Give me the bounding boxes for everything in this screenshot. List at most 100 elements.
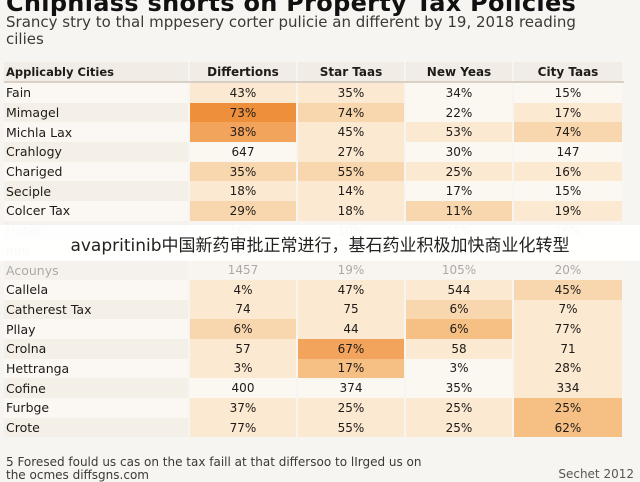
city-name-cell: Callela xyxy=(4,279,190,300)
value-cell: 647 xyxy=(190,142,298,162)
table-row: Chariged 35% 55% 25% 16% xyxy=(4,161,624,182)
value-cell: 20% xyxy=(514,260,622,280)
table-row: Seciple 18% 14% 17% 15% xyxy=(4,181,624,202)
table-row: Colcer Tax 29% 18% 11% 19% xyxy=(4,201,624,221)
value-cell: 57 xyxy=(190,338,298,359)
overlay-banner[interactable]: avapritinib中国新药审批正常进行，基石药业积极加快商业化转型 xyxy=(0,225,640,261)
value-cell: 22% xyxy=(406,102,514,123)
city-name-cell: Fain xyxy=(4,83,190,103)
value-cell: 7% xyxy=(514,299,622,320)
value-cell: 25% xyxy=(298,398,406,418)
value-cell: 6% xyxy=(190,319,298,339)
city-name-cell: Hettranga xyxy=(4,358,190,379)
value-cell: 14% xyxy=(298,181,406,202)
value-cell: 18% xyxy=(190,181,298,202)
value-cell: 25% xyxy=(406,417,514,438)
table-row: Cofine 400 374 35% 334 xyxy=(4,378,624,398)
table-row: Furbge 37% 25% 25% 25% xyxy=(4,398,624,418)
value-cell: 400 xyxy=(190,378,298,398)
value-cell: 44 xyxy=(298,319,406,339)
city-name-cell: Furbge xyxy=(4,398,190,418)
value-cell: 38% xyxy=(190,122,298,143)
value-cell: 35% xyxy=(406,378,514,398)
header-star-taas: Star Taas xyxy=(298,62,406,81)
value-cell: 147 xyxy=(514,142,622,162)
table-row: Mimagel 73% 74% 22% 17% xyxy=(4,102,624,123)
header-city-taas: City Taas xyxy=(514,62,622,81)
table-row: Crolna 57 67% 58 71 xyxy=(4,338,624,359)
page-title: Chiphlass shorts on Property Tax Policie… xyxy=(6,0,577,17)
value-cell: 25% xyxy=(406,398,514,418)
city-name-cell: Mimagel xyxy=(4,102,190,123)
value-cell: 15% xyxy=(514,83,622,103)
header-divider xyxy=(4,81,624,83)
value-cell: 43% xyxy=(190,83,298,103)
city-name-cell: Crote xyxy=(4,417,190,438)
page-subtitle: Srancy stry to thal mppesery corter puli… xyxy=(6,13,576,48)
value-cell: 53% xyxy=(406,122,514,143)
value-cell: 77% xyxy=(190,417,298,438)
value-cell: 3% xyxy=(190,358,298,379)
city-name-cell: Seciple xyxy=(4,181,190,202)
table-header-row: Applicably Cities Differtions Star Taas … xyxy=(4,62,624,81)
value-cell: 62% xyxy=(514,417,622,438)
value-cell: 17% xyxy=(298,358,406,379)
value-cell: 55% xyxy=(298,417,406,438)
value-cell: 29% xyxy=(190,201,298,221)
tax-policy-table: Applicably Cities Differtions Star Taas … xyxy=(4,62,624,438)
value-cell: 17% xyxy=(514,102,622,123)
value-cell: 55% xyxy=(298,161,406,182)
value-cell: 3% xyxy=(406,358,514,379)
value-cell: 71 xyxy=(514,338,622,359)
header-new-yeas: New Yeas xyxy=(406,62,514,81)
value-cell: 11% xyxy=(406,201,514,221)
value-cell: 45% xyxy=(298,122,406,143)
city-name-cell: Acounys xyxy=(4,260,190,280)
value-cell: 67% xyxy=(298,338,406,359)
value-cell: 73% xyxy=(190,102,298,123)
value-cell: 25% xyxy=(514,398,622,418)
table-row: Michla Lax 38% 45% 53% 74% xyxy=(4,122,624,143)
value-cell: 37% xyxy=(190,398,298,418)
value-cell: 47% xyxy=(298,279,406,300)
value-cell: 30% xyxy=(406,142,514,162)
value-cell: 34% xyxy=(406,83,514,103)
value-cell: 6% xyxy=(406,299,514,320)
value-cell: 1457 xyxy=(190,260,298,280)
value-cell: 35% xyxy=(190,161,298,182)
value-cell: 19% xyxy=(298,260,406,280)
value-cell: 74% xyxy=(298,102,406,123)
value-cell: 35% xyxy=(298,83,406,103)
city-name-cell: Crolna xyxy=(4,338,190,359)
header-cities: Applicably Cities xyxy=(4,62,190,81)
value-cell: 16% xyxy=(514,161,622,182)
header-differtions: Differtions xyxy=(190,62,298,81)
value-cell: 334 xyxy=(514,378,622,398)
city-name-cell: Pllay xyxy=(4,319,190,339)
table-row: Crahlogy 647 27% 30% 147 xyxy=(4,142,624,162)
table-row: Crote 77% 55% 25% 62% xyxy=(4,417,624,438)
value-cell: 15% xyxy=(514,181,622,202)
value-cell: 25% xyxy=(406,161,514,182)
city-name-cell: Colcer Tax xyxy=(4,201,190,221)
footnote: 5 Foresed fould us cas on the tax faill … xyxy=(6,455,422,482)
value-cell: 544 xyxy=(406,279,514,300)
value-cell: 45% xyxy=(514,279,622,300)
city-name-cell: Michla Lax xyxy=(4,122,190,143)
value-cell: 74 xyxy=(190,299,298,320)
value-cell: 19% xyxy=(514,201,622,221)
value-cell: 17% xyxy=(406,181,514,202)
table-row: Fain 43% 35% 34% 15% xyxy=(4,83,624,103)
table-row: Callela 4% 47% 544 45% xyxy=(4,279,624,300)
value-cell: 105% xyxy=(406,260,514,280)
source-note: Sechet 2012 xyxy=(558,467,634,481)
city-name-cell: Catherest Tax xyxy=(4,299,190,320)
value-cell: 374 xyxy=(298,378,406,398)
table-row: Hettranga 3% 17% 3% 28% xyxy=(4,358,624,379)
value-cell: 74% xyxy=(514,122,622,143)
city-name-cell: Crahlogy xyxy=(4,142,190,162)
table-row: Pllay 6% 44 6% 77% xyxy=(4,319,624,339)
value-cell: 58 xyxy=(406,338,514,359)
value-cell: 6% xyxy=(406,319,514,339)
table-row: Catherest Tax 74 75 6% 7% xyxy=(4,299,624,320)
